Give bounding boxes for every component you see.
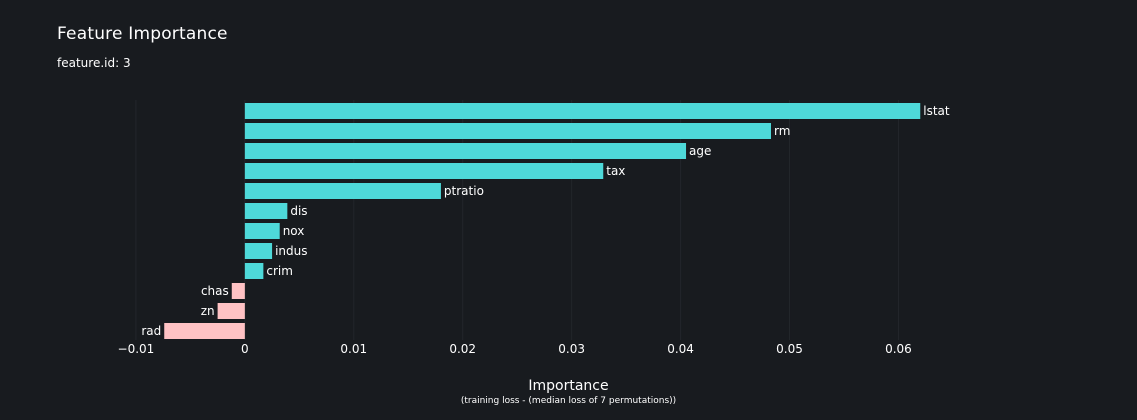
bar-chas[interactable] <box>231 283 245 299</box>
x-tick-label: 0.02 <box>449 342 476 356</box>
bar-crim[interactable] <box>244 263 264 279</box>
bar-tax[interactable] <box>244 163 604 179</box>
bar-dis[interactable] <box>244 203 288 219</box>
bar-indus[interactable] <box>244 243 273 259</box>
x-tick-label: 0.03 <box>558 342 585 356</box>
x-axis-title: Importance <box>528 378 609 394</box>
x-tick-label: 0.04 <box>667 342 694 356</box>
x-tick-label: 0.06 <box>885 342 912 356</box>
bar-ptratio[interactable] <box>244 183 441 199</box>
bar-label-age: age <box>689 144 711 158</box>
bar-label-nox: nox <box>283 224 305 238</box>
chart-title: Feature Importance <box>57 24 228 44</box>
x-tick-label: −0.01 <box>118 342 155 356</box>
bar-rm[interactable] <box>244 123 772 139</box>
bar-nox[interactable] <box>244 223 280 239</box>
bar-lstat[interactable] <box>244 103 921 119</box>
bar-rad[interactable] <box>164 323 245 339</box>
bar-label-indus: indus <box>275 244 307 258</box>
x-tick-label: 0.05 <box>776 342 803 356</box>
bar-label-lstat: lstat <box>923 104 950 118</box>
bar-label-crim: crim <box>266 264 293 278</box>
chart-subtitle: feature.id: 3 <box>57 56 131 70</box>
bar-label-zn: zn <box>201 304 215 318</box>
bar-label-ptratio: ptratio <box>444 184 484 198</box>
bar-label-dis: dis <box>290 204 307 218</box>
bar-label-chas: chas <box>201 284 229 298</box>
x-tick-label: 0.01 <box>340 342 367 356</box>
x-tick-label: 0 <box>241 342 249 356</box>
x-axis-subtitle: (training loss - (median loss of 7 permu… <box>460 396 677 406</box>
bar-label-rad: rad <box>141 324 161 338</box>
bar-age[interactable] <box>244 143 687 159</box>
bar-label-tax: tax <box>606 164 625 178</box>
bar-label-rm: rm <box>774 124 790 138</box>
bar-zn[interactable] <box>217 303 245 319</box>
